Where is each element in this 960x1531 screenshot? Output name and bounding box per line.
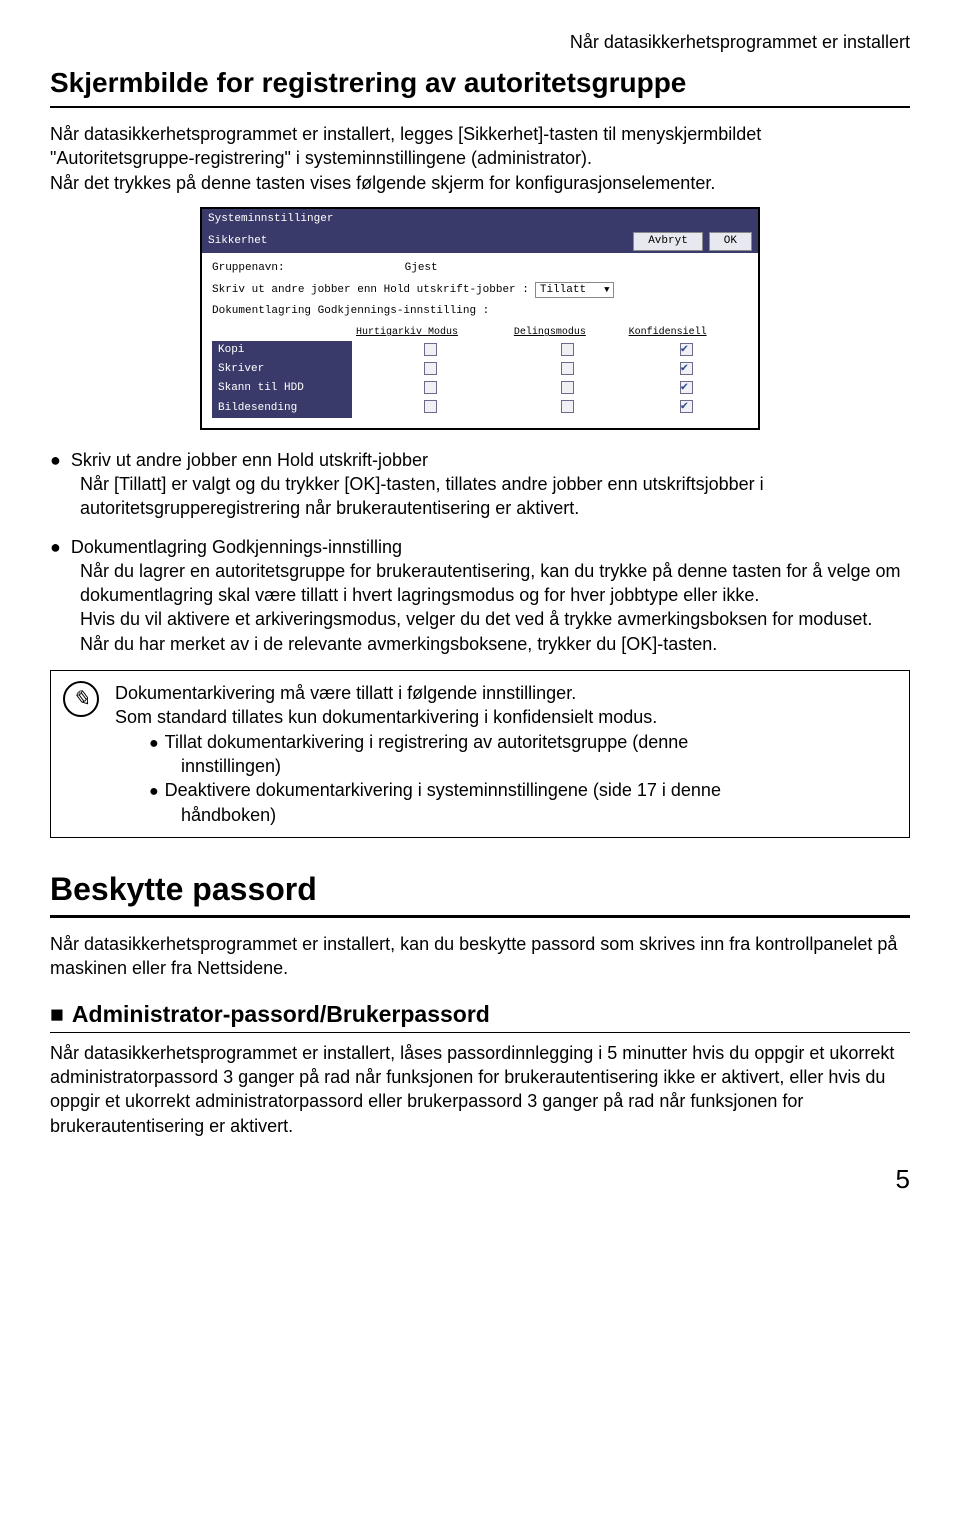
ss-titlebar: Systeminnstillinger <box>202 209 758 230</box>
bullet-title: Dokumentlagring Godkjennings-innstilling <box>71 535 402 559</box>
note-sub1: Tillat dokumentarkivering i registrering… <box>165 732 689 752</box>
permission-dropdown[interactable]: Tillatt ▼ <box>535 282 615 299</box>
checkbox[interactable] <box>680 381 693 394</box>
checkbox[interactable] <box>561 381 574 394</box>
row-scan-hdd: Skann til HDD <box>212 379 352 398</box>
checkbox[interactable] <box>680 400 693 413</box>
bullet-title: Skriv ut andre jobber enn Hold utskrift-… <box>71 448 428 472</box>
intro-paragraph: Når datasikkerhetsprogrammet er installe… <box>50 122 910 195</box>
ok-button[interactable]: OK <box>709 232 752 251</box>
bullet-print-other-jobs: ● Skriv ut andre jobber enn Hold utskrif… <box>50 448 910 521</box>
note-box: ✎ Dokumentarkivering må være tillatt i f… <box>50 670 910 838</box>
note-sub1b: innstillingen) <box>181 754 895 778</box>
section-title-protect-password: Beskytte passord <box>50 868 910 918</box>
groupname-label: Gruppenavn: <box>212 261 285 276</box>
dropdown-value: Tillatt <box>540 283 586 298</box>
chevron-down-icon: ▼ <box>604 284 609 296</box>
bullet-icon: ● <box>149 783 159 800</box>
checkbox[interactable] <box>424 343 437 356</box>
checkbox[interactable] <box>561 400 574 413</box>
note-sub2: Deaktivere dokumentarkivering i systemin… <box>165 780 721 800</box>
admin-password-paragraph: Når datasikkerhetsprogrammet er installe… <box>50 1041 910 1138</box>
permissions-table: Hurtigarkiv Modus Delingsmodus Konfidens… <box>212 325 748 418</box>
config-screenshot: Systeminnstillinger Sikkerhet Avbryt OK … <box>200 207 760 430</box>
bullet-document-storage: ● Dokumentlagring Godkjennings-innstilli… <box>50 535 910 656</box>
row-copy: Kopi <box>212 341 352 360</box>
col-confidential: Konfidensiell <box>625 325 748 341</box>
subsection-admin-user-password: ■ Administrator-passord/Brukerpassord <box>50 999 910 1033</box>
note-line2: Som standard tillates kun dokumentarkive… <box>115 705 895 729</box>
checkbox[interactable] <box>424 381 437 394</box>
row-printer: Skriver <box>212 360 352 379</box>
subsection-title-text: Administrator-passord/Brukerpassord <box>72 1001 490 1027</box>
ss-security-label: Sikkerhet <box>208 234 267 249</box>
checkbox[interactable] <box>561 362 574 375</box>
bullet-body: Når [Tillatt] er valgt og du trykker [OK… <box>80 472 910 521</box>
row-image-send: Bildesending <box>212 398 352 417</box>
checkbox[interactable] <box>680 362 693 375</box>
page-number: 5 <box>50 1162 910 1197</box>
bullet-body-p2: Hvis du vil aktivere et arkiveringsmodus… <box>80 607 910 631</box>
checkbox[interactable] <box>424 362 437 375</box>
checkbox[interactable] <box>424 400 437 413</box>
cancel-button[interactable]: Avbryt <box>633 232 703 251</box>
docstore-label: Dokumentlagring Godkjennings-innstilling… <box>212 304 489 319</box>
bullet-icon: ● <box>149 735 159 752</box>
note-line1: Dokumentarkivering må være tillatt i føl… <box>115 681 895 705</box>
bullet-icon: ● <box>50 451 61 469</box>
protect-password-intro: Når datasikkerhetsprogrammet er installe… <box>50 932 910 981</box>
col-quickfile: Hurtigarkiv Modus <box>352 325 510 341</box>
col-sharing: Delingsmodus <box>510 325 625 341</box>
bullet-body-p1: Når du lagrer en autoritetsgruppe for br… <box>80 559 910 608</box>
section-title-authority-group: Skjermbilde for registrering av autorite… <box>50 64 910 108</box>
otherjobs-label: Skriv ut andre jobber enn Hold utskrift-… <box>212 283 529 298</box>
bullet-body-p3: Når du har merket av i de relevante avme… <box>80 632 910 656</box>
note-sub2b: håndboken) <box>181 803 895 827</box>
checkbox[interactable] <box>561 343 574 356</box>
bullet-icon: ● <box>50 538 61 556</box>
groupname-value: Gjest <box>405 261 438 276</box>
checkbox[interactable] <box>680 343 693 356</box>
square-icon: ■ <box>50 1001 64 1027</box>
note-icon: ✎ <box>63 681 99 717</box>
page-header-context: Når datasikkerhetsprogrammet er installe… <box>50 30 910 54</box>
